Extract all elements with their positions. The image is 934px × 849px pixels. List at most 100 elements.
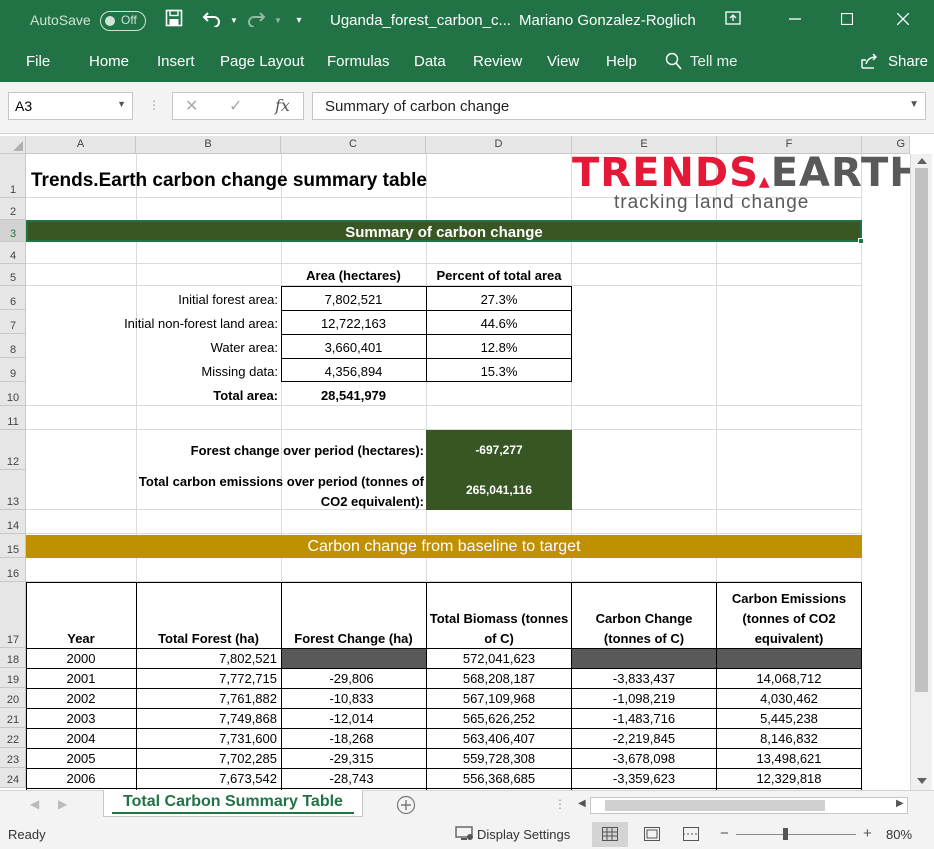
emissions-cell[interactable]: 5,445,238 — [760, 711, 818, 726]
emissions-cell[interactable]: 12,329,818 — [756, 771, 822, 786]
add-sheet-icon[interactable] — [396, 795, 416, 818]
emissions-label-line2[interactable]: CO2 equivalent): — [320, 494, 424, 509]
row-header-19[interactable]: 19 — [0, 668, 26, 688]
carbon-change-cell[interactable]: -3,359,623 — [612, 771, 676, 786]
formula-input[interactable]: Summary of carbon change ▼ — [312, 92, 926, 120]
display-settings-button[interactable]: Display Settings — [477, 827, 571, 842]
emissions-cell[interactable]: 8,146,832 — [760, 731, 818, 746]
ribbon-display-icon[interactable] — [718, 6, 748, 36]
tab-review[interactable]: Review — [473, 53, 523, 70]
baseline-banner[interactable]: Carbon change from baseline to target — [26, 535, 862, 558]
biomass-cell[interactable]: 568,208,187 — [462, 671, 536, 686]
biomass-cell[interactable]: 572,041,623 — [462, 651, 536, 666]
row-header-17[interactable]: 17 — [0, 582, 26, 648]
scroll-down-icon[interactable] — [917, 778, 927, 784]
chevron-down-icon[interactable]: ▼ — [117, 99, 126, 109]
nonforest-area-label[interactable]: Initial non-forest land area: — [124, 316, 278, 331]
maximize-icon[interactable] — [832, 6, 862, 36]
row-header-14[interactable]: 14 — [0, 510, 26, 534]
forest-change-cell[interactable]: -18,268 — [329, 731, 374, 746]
column-header-d[interactable]: D — [426, 136, 572, 154]
column-header-f[interactable]: F — [717, 136, 862, 154]
header-carbon-change-line2[interactable]: (tonnes of C) — [603, 631, 685, 646]
zoom-level[interactable]: 80% — [886, 827, 913, 842]
missing-data-label[interactable]: Missing data: — [201, 364, 278, 379]
share-button[interactable]: Share — [888, 53, 929, 70]
year-cell[interactable]: 2004 — [66, 731, 96, 746]
share-icon[interactable] — [860, 52, 880, 73]
sheet-title[interactable]: Trends.Earth carbon change summary table — [31, 170, 427, 191]
carbon-change-cell[interactable]: -1,098,219 — [612, 691, 676, 706]
forest-change-cell[interactable]: -12,014 — [329, 711, 374, 726]
display-settings-icon[interactable] — [455, 826, 475, 845]
emissions-label-line1[interactable]: Total carbon emissions over period (tonn… — [138, 474, 424, 489]
horizontal-scroll-thumb[interactable] — [605, 800, 825, 811]
tab-help[interactable]: Help — [606, 53, 637, 70]
header-emissions-line1[interactable]: Carbon Emissions — [731, 591, 847, 606]
row-header-7[interactable]: 7 — [0, 310, 26, 334]
row-header-12[interactable]: 12 — [0, 430, 26, 470]
column-header-b[interactable]: B — [136, 136, 281, 154]
empty-carbon-cell[interactable] — [572, 649, 716, 668]
nonforest-area-value[interactable]: 12,722,163 — [320, 316, 387, 331]
year-cell[interactable]: 2005 — [66, 751, 96, 766]
cancel-icon[interactable]: ✕ — [185, 98, 199, 115]
row-header-10[interactable]: 10 — [0, 382, 26, 406]
horizontal-scrollbar[interactable] — [590, 797, 908, 814]
fill-handle[interactable] — [858, 238, 864, 244]
forest-change-cell[interactable]: -29,806 — [329, 671, 374, 686]
total-forest-cell[interactable]: 7,749,868 — [219, 711, 277, 726]
forest-change-cell[interactable]: -29,315 — [329, 751, 374, 766]
customize-toolbar-icon[interactable]: ▾ — [296, 15, 302, 26]
undo-icon[interactable] — [200, 9, 224, 33]
tab-file[interactable]: File — [26, 53, 51, 70]
row-header-9[interactable]: 9 — [0, 358, 26, 382]
total-forest-cell[interactable]: 7,673,542 — [219, 771, 277, 786]
tell-me-search[interactable]: Tell me — [690, 53, 738, 70]
empty-change-cell[interactable] — [282, 649, 426, 668]
header-emissions-line3[interactable]: equivalent) — [754, 631, 824, 646]
biomass-cell[interactable]: 565,626,252 — [462, 711, 536, 726]
row-header-23[interactable]: 23 — [0, 748, 26, 768]
row-header-20[interactable]: 20 — [0, 688, 26, 708]
save-icon[interactable] — [162, 9, 186, 33]
forest-area-pct[interactable]: 27.3% — [480, 292, 518, 307]
header-biomass-line2[interactable]: of C) — [484, 631, 514, 646]
header-forest-change[interactable]: Forest Change (ha) — [294, 631, 413, 646]
total-forest-cell[interactable]: 7,772,715 — [219, 671, 277, 686]
nonforest-area-pct[interactable]: 44.6% — [480, 316, 518, 331]
water-area-label[interactable]: Water area: — [210, 340, 278, 355]
forest-change-label[interactable]: Forest change over period (hectares): — [190, 443, 424, 458]
biomass-cell[interactable]: 567,109,968 — [462, 691, 536, 706]
vertical-scroll-thumb[interactable] — [915, 168, 928, 692]
header-carbon-change-line1[interactable]: Carbon Change — [595, 611, 693, 626]
row-header-21[interactable]: 21 — [0, 708, 26, 728]
column-header-a[interactable]: A — [26, 136, 136, 154]
column-header-e[interactable]: E — [572, 136, 717, 154]
tab-view[interactable]: View — [547, 53, 580, 70]
splitter-grip-icon[interactable]: ⋮ — [554, 797, 566, 811]
vertical-scrollbar[interactable] — [910, 154, 932, 790]
enter-icon[interactable]: ✓ — [229, 98, 243, 115]
header-emissions-line2[interactable]: (tonnes of CO2 — [742, 611, 836, 626]
scroll-up-icon[interactable] — [917, 158, 927, 164]
tab-home[interactable]: Home — [89, 53, 130, 70]
redo-dropdown-icon[interactable]: ▼ — [274, 16, 282, 25]
row-header-6[interactable]: 6 — [0, 286, 26, 310]
tab-insert[interactable]: Insert — [157, 53, 195, 70]
sheet-tab-total-carbon[interactable]: Total Carbon Summary Table — [103, 790, 363, 817]
row-header-24[interactable]: 24 — [0, 768, 26, 788]
carbon-change-cell[interactable]: -3,833,437 — [612, 671, 676, 686]
area-column-header[interactable]: Area (hectares) — [306, 268, 401, 283]
hscroll-right-icon[interactable]: ▶ — [896, 798, 904, 809]
water-area-value[interactable]: 3,660,401 — [324, 340, 383, 355]
tab-data[interactable]: Data — [414, 53, 446, 70]
percent-column-header[interactable]: Percent of total area — [436, 268, 562, 283]
zoom-out-icon[interactable]: − — [720, 825, 729, 842]
emissions-cell[interactable]: 13,498,621 — [756, 751, 822, 766]
row-header-4[interactable]: 4 — [0, 242, 26, 264]
total-forest-cell[interactable]: 7,731,600 — [219, 731, 277, 746]
year-cell[interactable]: 2003 — [66, 711, 96, 726]
name-box[interactable]: A3 ▼ — [8, 92, 133, 120]
row-header-1[interactable]: 1 — [0, 154, 26, 198]
